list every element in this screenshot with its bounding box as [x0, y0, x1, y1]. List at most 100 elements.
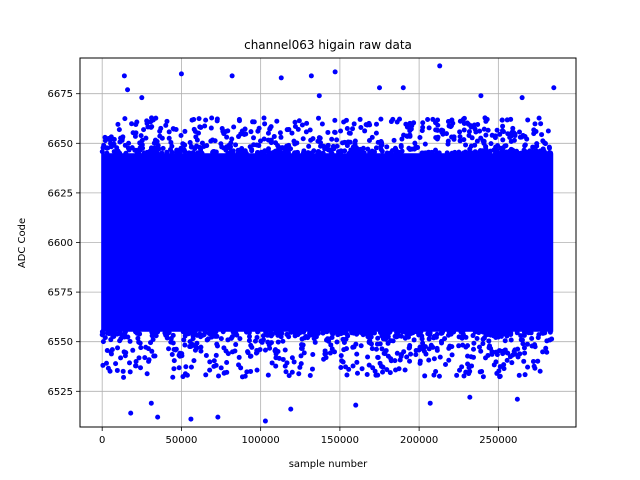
- data-point: [347, 139, 353, 145]
- data-point: [505, 131, 511, 137]
- data-point: [495, 334, 501, 340]
- data-point: [481, 140, 487, 146]
- data-point: [378, 363, 384, 369]
- data-point: [530, 358, 536, 364]
- data-point: [203, 352, 209, 358]
- data-point: [121, 374, 127, 380]
- data-point: [213, 329, 219, 335]
- data-point: [241, 150, 247, 156]
- data-point: [405, 334, 411, 340]
- data-point: [171, 366, 177, 372]
- data-point: [454, 372, 460, 378]
- data-point: [325, 129, 331, 135]
- data-point: [198, 344, 204, 350]
- data-point: [512, 347, 518, 353]
- data-point: [121, 349, 127, 355]
- data-point: [210, 137, 216, 143]
- data-point: [300, 136, 306, 142]
- data-point: [349, 330, 355, 336]
- data-point: [492, 150, 498, 156]
- data-point: [127, 369, 133, 375]
- data-point: [334, 339, 340, 345]
- data-point: [416, 330, 422, 336]
- data-point: [276, 355, 282, 361]
- data-point: [194, 143, 200, 149]
- data-point: [343, 364, 349, 370]
- data-point: [389, 148, 395, 154]
- data-point: [236, 354, 242, 360]
- data-point: [365, 354, 371, 360]
- outlier-point: [332, 69, 338, 75]
- data-point: [516, 372, 522, 378]
- y-axis-title: ADC Code: [17, 218, 28, 268]
- data-point: [488, 141, 494, 147]
- data-point: [329, 346, 335, 352]
- data-point: [244, 369, 250, 375]
- data-point: [543, 345, 549, 351]
- data-point: [528, 330, 534, 336]
- data-point: [396, 329, 402, 335]
- data-point: [409, 123, 415, 129]
- data-point: [340, 336, 346, 342]
- data-point: [532, 121, 538, 127]
- data-point: [339, 358, 345, 364]
- data-point: [174, 149, 180, 155]
- data-point: [170, 374, 176, 380]
- data-point: [138, 345, 144, 351]
- outlier-point: [178, 71, 184, 77]
- data-point: [497, 373, 503, 379]
- data-point: [214, 333, 220, 339]
- data-point: [316, 115, 322, 121]
- data-point: [273, 329, 279, 335]
- data-point: [368, 332, 374, 338]
- data-point: [309, 366, 315, 372]
- data-point: [321, 356, 327, 362]
- data-point: [443, 361, 449, 367]
- data-point: [434, 347, 440, 353]
- data-point: [491, 362, 497, 368]
- data-point: [164, 330, 170, 336]
- data-point: [179, 351, 185, 357]
- data-point: [494, 127, 500, 133]
- data-point: [157, 133, 163, 139]
- data-point: [518, 337, 524, 343]
- data-point: [524, 136, 530, 142]
- data-point: [353, 150, 359, 156]
- data-point: [103, 360, 109, 366]
- data-point: [178, 132, 184, 138]
- data-point: [269, 360, 275, 366]
- data-point: [142, 355, 148, 361]
- data-point: [284, 332, 290, 338]
- data-point: [182, 342, 188, 348]
- data-point: [209, 329, 215, 335]
- data-point: [440, 128, 446, 134]
- data-point: [195, 150, 201, 156]
- dense-point-cloud: [101, 153, 554, 332]
- data-point: [436, 150, 442, 156]
- data-point: [197, 331, 203, 337]
- data-point: [289, 369, 295, 375]
- data-point: [171, 358, 177, 364]
- data-point: [474, 336, 480, 342]
- outlier-point: [316, 93, 322, 99]
- data-point: [120, 368, 126, 374]
- data-point: [350, 126, 356, 132]
- data-point: [429, 150, 435, 156]
- data-point: [350, 344, 356, 350]
- data-point: [378, 138, 384, 144]
- data-point: [166, 135, 172, 141]
- data-point: [404, 354, 410, 360]
- data-point: [332, 117, 338, 123]
- data-point: [374, 341, 380, 347]
- data-point: [144, 118, 150, 124]
- data-point: [327, 350, 333, 356]
- data-point: [358, 125, 364, 131]
- data-point: [307, 127, 313, 133]
- data-point: [268, 333, 274, 339]
- data-point: [431, 333, 437, 339]
- data-point: [535, 358, 541, 364]
- data-point: [379, 148, 385, 154]
- data-point: [355, 329, 361, 335]
- data-point: [244, 329, 250, 335]
